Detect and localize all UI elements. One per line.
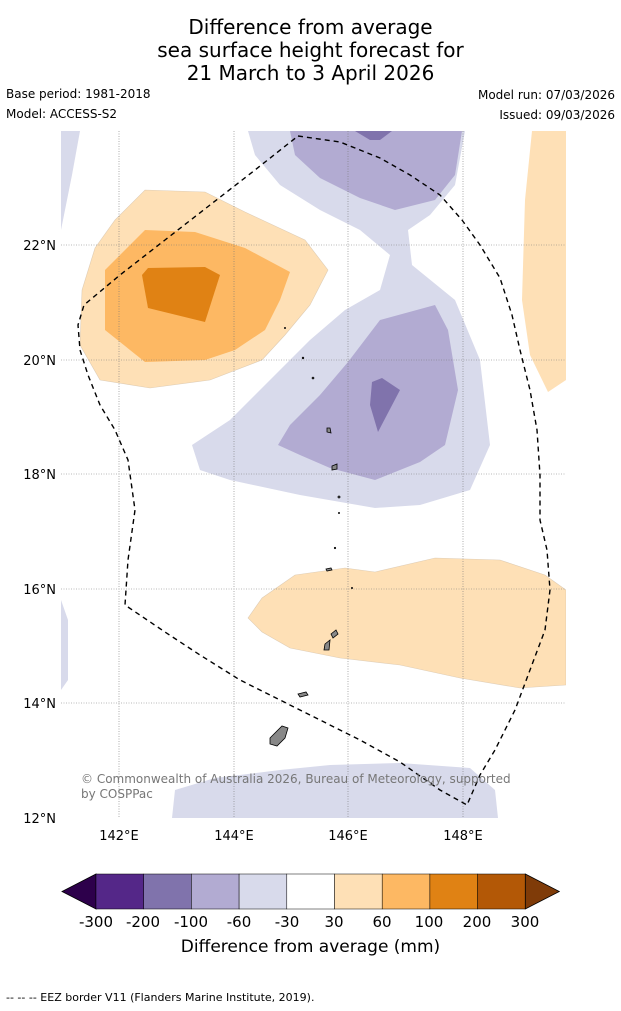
colorbar-label: -200 bbox=[126, 913, 160, 931]
lat-tick: 16°N bbox=[23, 583, 56, 598]
colorbar-segment bbox=[238, 873, 288, 910]
model-label: Model: ACCESS-S2 bbox=[6, 107, 118, 121]
issued-label: Issued: 09/03/2026 bbox=[499, 108, 615, 122]
colorbar-segment bbox=[143, 873, 192, 910]
eez-border bbox=[77, 135, 551, 806]
eez-legend-footer: -- -- -- EEZ border V11 (Flanders Marine… bbox=[6, 991, 315, 1004]
colorbar-label: -60 bbox=[227, 913, 252, 931]
title-line-1: Difference from average bbox=[188, 15, 433, 39]
colorbar-label: 60 bbox=[372, 913, 391, 931]
latitude-ticks: 22°N 20°N 18°N 16°N 14°N 12°N bbox=[23, 239, 56, 827]
base-period-label: Base period: 1981-2018 bbox=[6, 87, 151, 101]
colorbar-segment bbox=[477, 873, 526, 910]
colorbar-extend-high bbox=[524, 873, 561, 910]
colorbar bbox=[61, 873, 561, 910]
colorbar-label: 30 bbox=[324, 913, 343, 931]
colorbar-label: -300 bbox=[79, 913, 113, 931]
lat-tick: 14°N bbox=[23, 697, 56, 712]
map-title: Difference from average sea surface heig… bbox=[0, 16, 621, 85]
colorbar-segment bbox=[95, 873, 144, 910]
lon-tick: 146°E bbox=[328, 829, 368, 844]
lat-tick: 20°N bbox=[23, 354, 56, 369]
copyright-line-1: © Commonwealth of Australia 2026, Bureau… bbox=[81, 772, 511, 786]
colorbar-label: -100 bbox=[174, 913, 208, 931]
title-line-3: 21 March to 3 April 2026 bbox=[186, 61, 435, 85]
colorbar-extend-low bbox=[61, 873, 97, 910]
title-line-2: sea surface height forecast for bbox=[157, 38, 464, 62]
island-landmasses bbox=[269, 326, 353, 747]
lon-tick: 142°E bbox=[99, 829, 139, 844]
colorbar-segment bbox=[286, 873, 335, 910]
colorbar-label: 200 bbox=[463, 913, 492, 931]
anomaly-dark-positive bbox=[142, 267, 220, 322]
colorbar-label: -30 bbox=[275, 913, 300, 931]
colorbar-label: 300 bbox=[511, 913, 540, 931]
colorbar-segment bbox=[334, 873, 383, 910]
model-run-label: Model run: 07/03/2026 bbox=[477, 88, 615, 102]
colorbar-labels: -300 -200 -100 -60 -30 30 60 100 200 300 bbox=[79, 913, 539, 931]
lon-tick: 148°E bbox=[443, 829, 483, 844]
lat-tick: 12°N bbox=[23, 812, 56, 827]
map-plot-area bbox=[61, 131, 566, 818]
colorbar-segment bbox=[191, 873, 240, 910]
anomaly-dark-negative bbox=[355, 131, 400, 432]
colorbar-segment bbox=[381, 873, 431, 910]
copyright-notice: © Commonwealth of Australia 2026, Bureau… bbox=[81, 772, 511, 802]
graticule bbox=[61, 131, 566, 818]
lon-tick: 144°E bbox=[214, 829, 254, 844]
colorbar-segment bbox=[429, 873, 478, 910]
longitude-ticks: 142°E 144°E 146°E 148°E bbox=[99, 829, 483, 844]
anomaly-medium-negative bbox=[278, 131, 462, 480]
copyright-line-2: by COSPPac bbox=[81, 787, 153, 801]
colorbar-title: Difference from average (mm) bbox=[180, 937, 441, 957]
colorbar-label: 100 bbox=[415, 913, 444, 931]
lat-tick: 18°N bbox=[23, 468, 56, 483]
lat-tick: 22°N bbox=[23, 239, 56, 254]
